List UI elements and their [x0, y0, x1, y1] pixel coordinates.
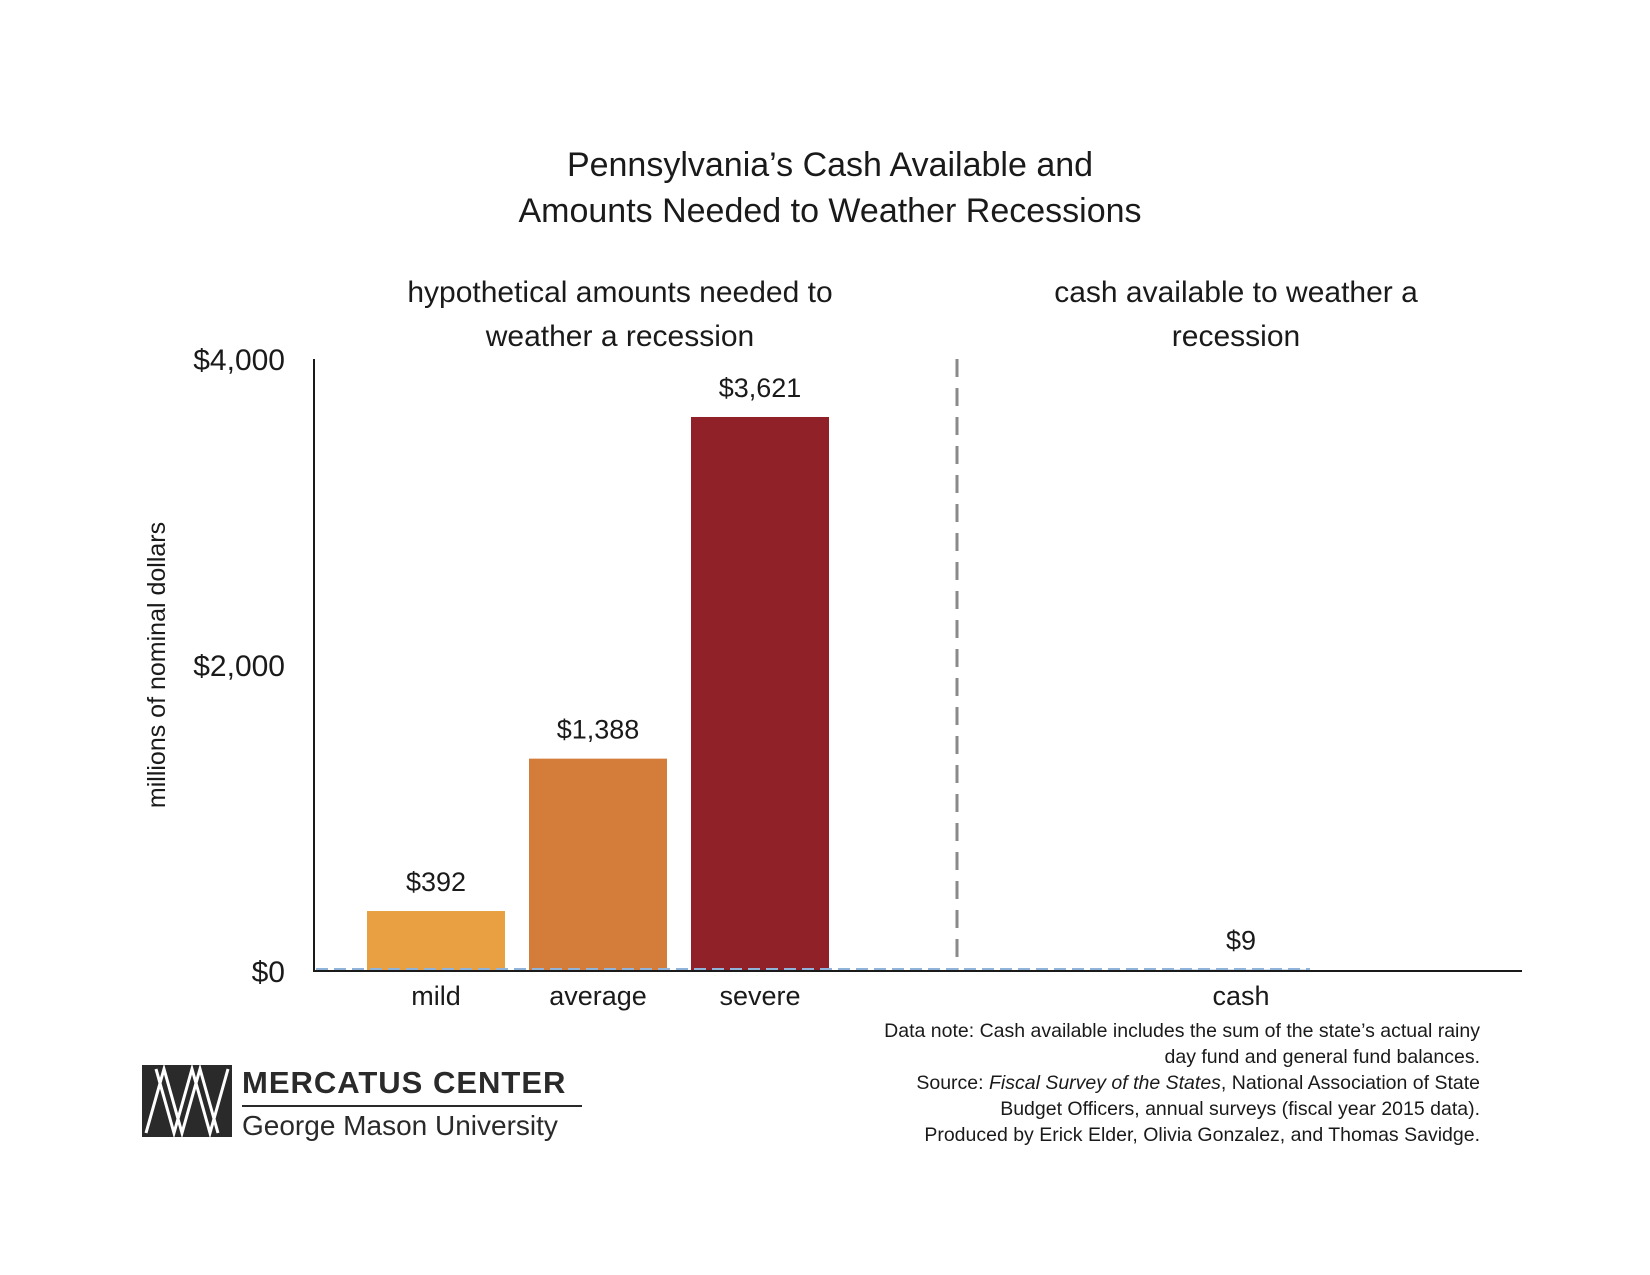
- bar-mild: [367, 911, 505, 971]
- logo-org-name: MERCATUS CENTER: [242, 1065, 567, 1100]
- value-label-severe: $3,621: [719, 373, 802, 403]
- value-labels: $392 $1,388 $3,621 $9: [406, 373, 1256, 956]
- source-prefix: Source:: [916, 1072, 989, 1094]
- chart-notes: Data note: Cash available includes the s…: [720, 1018, 1480, 1148]
- category-labels: mild average severe cash: [411, 981, 1269, 1011]
- section-label-needed-line-1: hypothetical amounts needed to: [407, 276, 832, 309]
- value-label-mild: $392: [406, 867, 466, 897]
- source-line: Source: Fiscal Survey of the States, Nat…: [720, 1070, 1480, 1096]
- category-label-severe: severe: [719, 981, 800, 1011]
- bar-average: [529, 758, 667, 971]
- logo-rule: [242, 1105, 582, 1107]
- y-tick-label: $4,000: [193, 344, 285, 377]
- data-note-line-2: day fund and general fund balances.: [1164, 1046, 1481, 1068]
- section-label-needed-line-2: weather a recession: [485, 320, 754, 353]
- section-label-cash-line-1: cash available to weather a: [1054, 276, 1418, 309]
- y-axis-ticks: $0 $2,000 $4,000: [193, 344, 285, 989]
- bars: [367, 416, 1310, 971]
- y-tick-label: $2,000: [193, 650, 285, 683]
- source-rest: , National Association of State: [1220, 1072, 1480, 1094]
- chart-title-line-2: Amounts Needed to Weather Recessions: [518, 192, 1141, 230]
- y-axis-label: millions of nominal dollars: [143, 522, 171, 808]
- chart-title: Pennsylvania’s Cash Available and Amount…: [518, 146, 1141, 230]
- section-label-cash: cash available to weather a recession: [1054, 276, 1418, 353]
- y-tick-label: $0: [252, 956, 285, 989]
- mercatus-logo: MERCATUS CENTER George Mason University: [142, 1065, 602, 1145]
- section-label-cash-line-2: recession: [1172, 320, 1300, 353]
- chart-title-line-1: Pennsylvania’s Cash Available and: [567, 146, 1093, 184]
- category-label-mild: mild: [411, 981, 461, 1011]
- value-label-average: $1,388: [557, 715, 640, 745]
- credits-line: Produced by Erick Elder, Olivia Gonzalez…: [924, 1124, 1480, 1146]
- data-note-line-1: Data note: Cash available includes the s…: [884, 1020, 1480, 1042]
- bar-severe: [691, 416, 829, 971]
- source-title: Fiscal Survey of the States: [988, 1072, 1221, 1094]
- logo-mark-icon: [142, 1065, 232, 1137]
- value-label-cash: $9: [1226, 926, 1256, 956]
- category-label-average: average: [549, 981, 647, 1011]
- category-label-cash: cash: [1212, 981, 1269, 1011]
- section-label-needed: hypothetical amounts needed to weather a…: [407, 276, 832, 353]
- source-line-2: Budget Officers, annual surveys (fiscal …: [1000, 1098, 1480, 1120]
- logo-university-name: George Mason University: [242, 1110, 558, 1141]
